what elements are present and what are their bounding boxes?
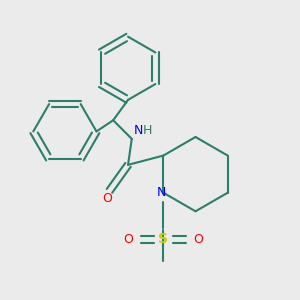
Text: N: N bbox=[134, 124, 143, 137]
Text: N: N bbox=[157, 186, 166, 199]
Text: O: O bbox=[123, 233, 133, 246]
Text: S: S bbox=[158, 232, 168, 246]
Text: O: O bbox=[103, 192, 112, 205]
Text: O: O bbox=[194, 233, 204, 246]
Text: H: H bbox=[143, 124, 152, 137]
